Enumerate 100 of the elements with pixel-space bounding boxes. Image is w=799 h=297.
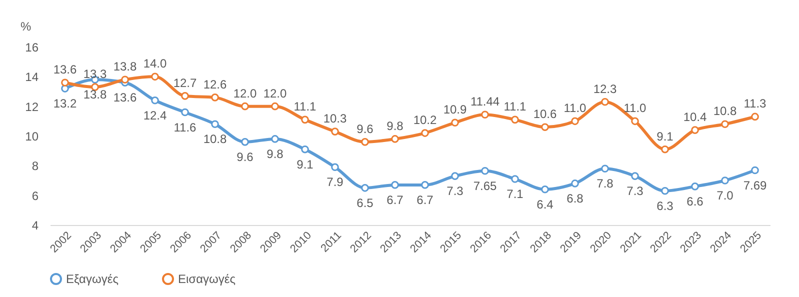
data-label: 12.0: [233, 86, 257, 100]
data-label: 10.2: [413, 113, 437, 128]
point: [751, 166, 759, 174]
point: [331, 128, 339, 136]
point: [211, 120, 219, 128]
data-label: 12.0: [263, 86, 287, 100]
point: [301, 116, 309, 124]
point: [271, 102, 279, 110]
point: [391, 135, 399, 143]
point: [451, 172, 459, 180]
data-label: 7.8: [596, 176, 614, 191]
point: [391, 181, 399, 189]
point: [511, 175, 519, 183]
data-label: 9.1: [296, 157, 314, 172]
data-label: 11.1: [504, 100, 527, 114]
data-label: 13.8: [113, 60, 137, 74]
data-label: 12.6: [203, 77, 227, 92]
point: [61, 78, 69, 87]
point: [301, 145, 309, 154]
point: [601, 164, 609, 173]
data-label: 6.6: [686, 194, 704, 208]
y-tick-label: 16: [25, 40, 39, 54]
point: [181, 92, 189, 100]
data-label: 11.1: [294, 100, 317, 114]
point: [481, 110, 489, 119]
point: [121, 76, 129, 84]
point: [481, 166, 489, 175]
data-label: 9.6: [356, 122, 374, 136]
data-label: 13.6: [113, 90, 137, 105]
y-tick-label: 4: [32, 218, 39, 232]
data-label: 9.8: [266, 146, 284, 161]
data-label: 7.65: [473, 178, 497, 193]
data-label: 10.6: [533, 107, 557, 122]
data-label: 13.8: [83, 88, 107, 102]
data-label: 7.69: [743, 178, 767, 192]
data-label: 10.8: [203, 132, 227, 146]
y-tick-label: 14: [25, 70, 39, 84]
point: [661, 186, 669, 195]
point: [211, 94, 219, 102]
data-label: 13.2: [53, 96, 77, 111]
data-label: 11.44: [470, 94, 500, 109]
point: [721, 120, 729, 128]
point: [151, 72, 159, 81]
point: [451, 118, 459, 127]
point: [631, 117, 639, 126]
data-label: 7.3: [446, 184, 464, 198]
data-label: 6.7: [416, 192, 434, 207]
data-label: 7.1: [506, 187, 524, 202]
data-label: 7.0: [716, 188, 734, 202]
data-label: 11.6: [174, 120, 197, 134]
data-label: 10.9: [443, 102, 467, 117]
data-label: 6.3: [656, 198, 674, 213]
point: [691, 126, 699, 134]
data-label: 14.0: [143, 56, 167, 71]
y-tick-label: 12: [25, 100, 39, 114]
point: [271, 135, 279, 143]
data-label: 9.6: [236, 150, 254, 164]
data-label: 10.8: [713, 104, 737, 118]
data-label: 11.0: [624, 101, 647, 116]
point: [601, 98, 609, 106]
data-label: 11.0: [564, 101, 587, 116]
data-label: 6.4: [536, 197, 554, 212]
data-label: 10.3: [323, 112, 347, 126]
y-tick-label: 8: [32, 159, 39, 174]
legend-label: Εισαγωγές: [178, 272, 236, 286]
point: [571, 180, 579, 188]
point: [331, 163, 339, 172]
point: [661, 145, 669, 154]
point: [151, 96, 159, 104]
point: [571, 117, 579, 126]
y-tick-label: 6: [32, 188, 39, 203]
data-label: 12.4: [143, 108, 167, 122]
data-label: 12.7: [173, 76, 197, 90]
point: [361, 184, 369, 192]
point: [631, 172, 639, 180]
data-label: 6.5: [356, 196, 374, 210]
point: [511, 116, 519, 124]
point: [541, 185, 549, 194]
point: [751, 112, 759, 121]
data-label: 6.7: [386, 192, 404, 207]
data-label: 10.4: [683, 110, 707, 124]
point: [421, 129, 429, 137]
point: [421, 181, 429, 189]
data-label: 13.6: [53, 62, 77, 77]
data-label: 13.3: [83, 67, 107, 82]
data-label: 7.9: [326, 175, 344, 190]
y-axis-title: %: [20, 20, 32, 34]
point: [241, 138, 249, 146]
data-label: 6.8: [566, 191, 584, 206]
data-label: 9.8: [386, 118, 404, 133]
data-label: 11.3: [744, 96, 767, 111]
data-label: 9.1: [656, 129, 674, 144]
data-label: 7.3: [626, 184, 644, 198]
legend-label: Εξαγωγές: [66, 272, 119, 286]
point: [361, 138, 369, 146]
point: [721, 176, 729, 184]
point: [541, 123, 549, 132]
data-label: 12.3: [593, 82, 617, 96]
point: [691, 182, 699, 190]
point: [241, 102, 249, 110]
